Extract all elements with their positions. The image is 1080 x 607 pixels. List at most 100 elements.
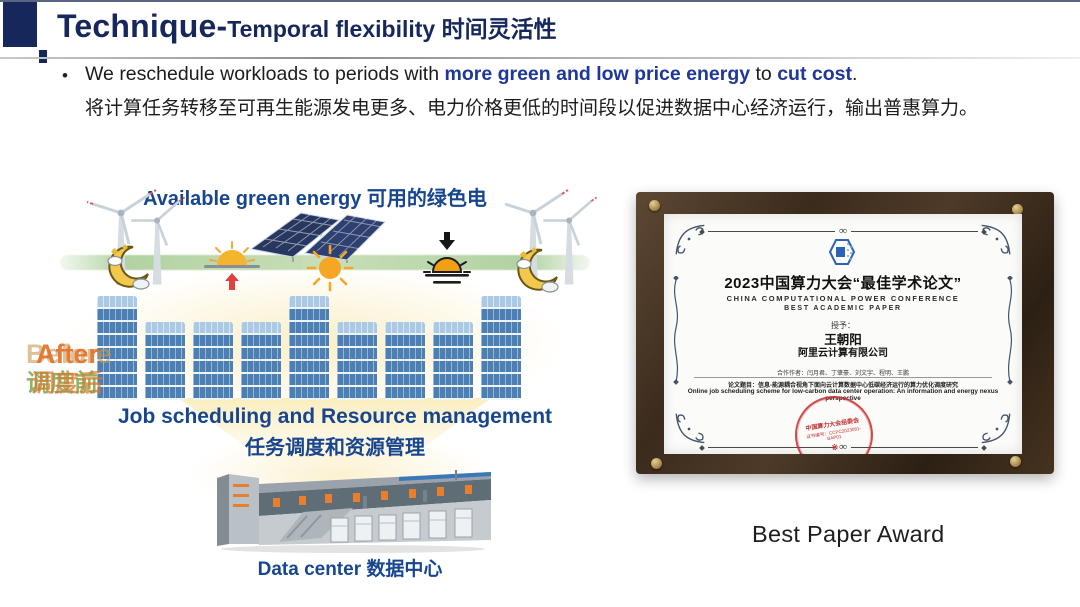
solar-panel-icon — [249, 212, 387, 263]
server-segment — [481, 335, 521, 348]
bullet-en-highlight-green-energy: more green and low price energy — [444, 63, 751, 85]
server-segment — [289, 309, 329, 322]
after-label-zh: 调度后 — [31, 370, 103, 397]
server-segment — [97, 387, 137, 400]
server-segment — [97, 335, 137, 348]
server-segment — [385, 387, 425, 400]
server-segment — [145, 348, 185, 361]
server-segment — [193, 322, 233, 335]
overlay-line-en: Before After — [26, 339, 156, 371]
server-segment — [385, 335, 425, 348]
building-stack — [193, 322, 233, 400]
title-accent-square — [3, 2, 37, 47]
title-divider — [0, 57, 1080, 59]
server-segment — [241, 387, 281, 400]
server-segment — [289, 348, 329, 361]
bullet-en-suffix: . — [851, 63, 858, 85]
server-segment — [241, 348, 281, 361]
before-label-zh: 调度前 — [26, 370, 98, 397]
sunset-icon — [423, 232, 471, 284]
frame-pin-icon — [651, 458, 662, 469]
divider-scroll-glyph: ∞ — [839, 441, 847, 453]
certificate-rule — [694, 377, 992, 378]
building-stack — [289, 296, 329, 400]
server-segment — [289, 374, 329, 387]
top-rule — [0, 0, 1080, 2]
server-segment — [97, 348, 137, 361]
certificate-bottom-divider: ∞ — [699, 441, 987, 453]
certificate-conference-en: CHINA COMPUTATIONAL POWER CONFERENCE — [726, 294, 960, 303]
building-stack — [481, 296, 521, 400]
server-segment — [97, 361, 137, 374]
frame-pin-icon — [1012, 204, 1023, 215]
server-segment — [97, 296, 137, 309]
server-segment — [337, 387, 377, 400]
scheduling-label-zh: 任务调度和资源管理 — [245, 437, 425, 459]
server-segment — [385, 348, 425, 361]
frame-pin-icon — [1010, 456, 1021, 467]
flourish-side-icon — [673, 276, 679, 385]
divider-line — [708, 231, 836, 232]
frame-pin-icon — [649, 200, 660, 211]
certificate-awarded-to: 授予： — [831, 321, 855, 330]
divider-line — [850, 231, 978, 232]
server-segment — [481, 361, 521, 374]
certificate: ∞ ∞ 2023中国算力大会“最佳学术论文” CHINA COMPUTATION… — [664, 214, 1022, 454]
server-segment — [289, 335, 329, 348]
moon-icon — [107, 244, 150, 290]
building-stacks — [97, 296, 527, 400]
server-segment — [193, 335, 233, 348]
seal-bottom-chars: ※ — [830, 441, 841, 452]
building-stack — [241, 322, 281, 400]
server-segment — [337, 361, 377, 374]
page-title-main: Technique- — [57, 8, 228, 44]
server-segment — [193, 361, 233, 374]
flourish-corner-icon — [981, 413, 1011, 444]
divider-diamond — [699, 444, 705, 451]
building-stack — [433, 322, 473, 400]
server-segment — [481, 309, 521, 322]
server-segment — [241, 361, 281, 374]
server-segment — [193, 387, 233, 400]
divider-diamond — [981, 444, 987, 451]
server-segment — [481, 296, 521, 309]
server-segment — [241, 322, 281, 335]
page-title: Technique- Temporal flexibility 时间灵活性 — [57, 8, 557, 45]
red-up-arrow-icon — [225, 273, 239, 290]
server-segment — [289, 322, 329, 335]
page-title-sub: Temporal flexibility 时间灵活性 — [227, 16, 557, 42]
certificate-recipient: 王朝阳 — [824, 333, 862, 347]
server-segment — [97, 374, 137, 387]
server-segment — [385, 361, 425, 374]
divider-diamond — [981, 228, 987, 235]
server-segment — [97, 309, 137, 322]
server-segment — [145, 322, 185, 335]
server-segment — [337, 322, 377, 335]
server-segment — [289, 296, 329, 309]
server-segment — [433, 348, 473, 361]
building-stack — [385, 322, 425, 400]
server-segment — [289, 361, 329, 374]
server-segment — [193, 348, 233, 361]
server-segment — [433, 322, 473, 335]
server-segment — [337, 335, 377, 348]
building-stack — [97, 296, 137, 400]
server-segment — [433, 361, 473, 374]
bullet-en-highlight-cut-cost: cut cost — [777, 63, 852, 85]
flourish-corner-icon — [981, 224, 1011, 255]
sun-icon — [306, 244, 354, 292]
bullet-en-prefix: We reschedule workloads to periods with — [85, 63, 445, 85]
flourish-side-icon — [1007, 276, 1013, 385]
datacenter-label: Data center 数据中心 — [257, 559, 443, 580]
bullet-en-mid: to — [750, 63, 778, 85]
server-segment — [433, 387, 473, 400]
award-photo-frame: ∞ ∞ 2023中国算力大会“最佳学术论文” CHINA COMPUTATION… — [636, 192, 1054, 474]
server-segment — [145, 335, 185, 348]
sunrise-icon — [204, 241, 260, 290]
wind-turbine-icon — [543, 196, 598, 285]
moon-icon — [516, 247, 559, 293]
certificate-top-divider: ∞ — [699, 226, 987, 237]
divider-line — [850, 447, 978, 448]
before-after-overlay: Before After 调度前 调度后 — [26, 339, 156, 402]
building-stack — [145, 322, 185, 400]
